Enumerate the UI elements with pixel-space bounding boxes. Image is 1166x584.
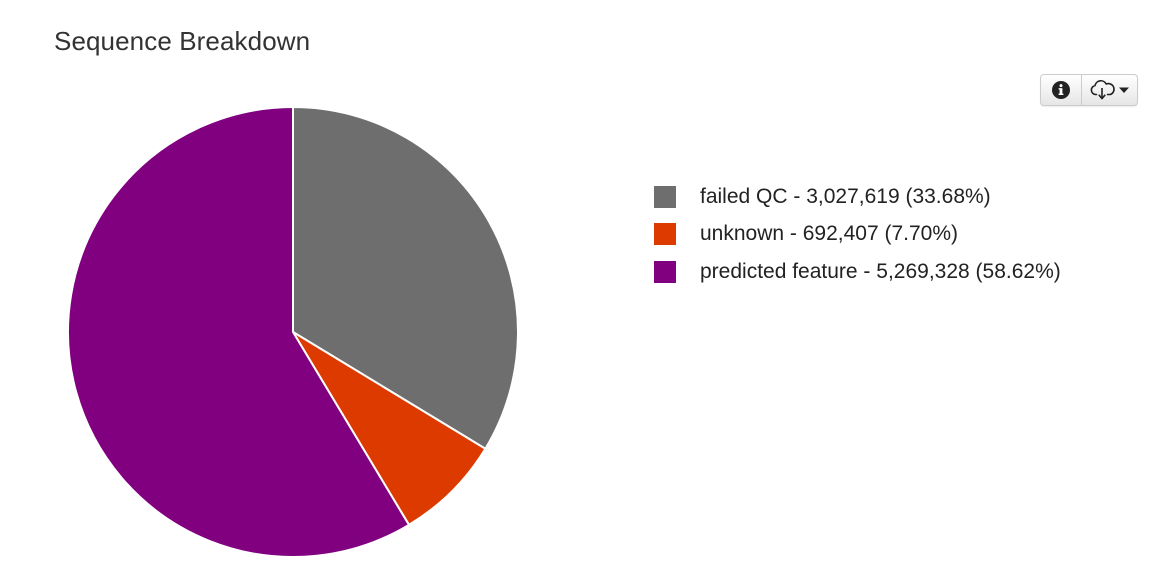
legend-swatch-predicted-feature (654, 260, 676, 283)
legend-item-unknown[interactable]: unknown - 692,407 (7.70%) (654, 216, 1061, 254)
pie-slice-unknown[interactable] (292, 331, 487, 526)
info-button[interactable] (1041, 75, 1082, 105)
legend-label-failed-qc: failed QC - 3,027,619 (33.68%) (700, 184, 991, 208)
legend-swatch-unknown (654, 223, 676, 246)
legend-item-failed-qc[interactable]: failed QC - 3,027,619 (33.68%) (654, 178, 1061, 216)
legend-label-predicted-feature: predicted feature - 5,269,328 (58.62%) (700, 259, 1061, 283)
pie-slice-failed-qc[interactable] (292, 106, 519, 450)
chart-title: Sequence Breakdown (54, 26, 311, 56)
chart-toolbar (1040, 74, 1138, 106)
chart-legend: failed QC - 3,027,619 (33.68%) unknown -… (654, 178, 1061, 291)
legend-swatch-failed-qc (654, 185, 676, 208)
download-dropdown-button[interactable] (1082, 75, 1137, 105)
info-icon (1052, 81, 1070, 99)
legend-label-unknown: unknown - 692,407 (7.70%) (700, 222, 958, 246)
caret-down-icon (1118, 87, 1129, 93)
pie-slice-predicted-feature[interactable] (67, 106, 410, 558)
cloud-download-icon (1090, 80, 1115, 100)
legend-item-predicted-feature[interactable]: predicted feature - 5,269,328 (58.62%) (654, 253, 1061, 291)
